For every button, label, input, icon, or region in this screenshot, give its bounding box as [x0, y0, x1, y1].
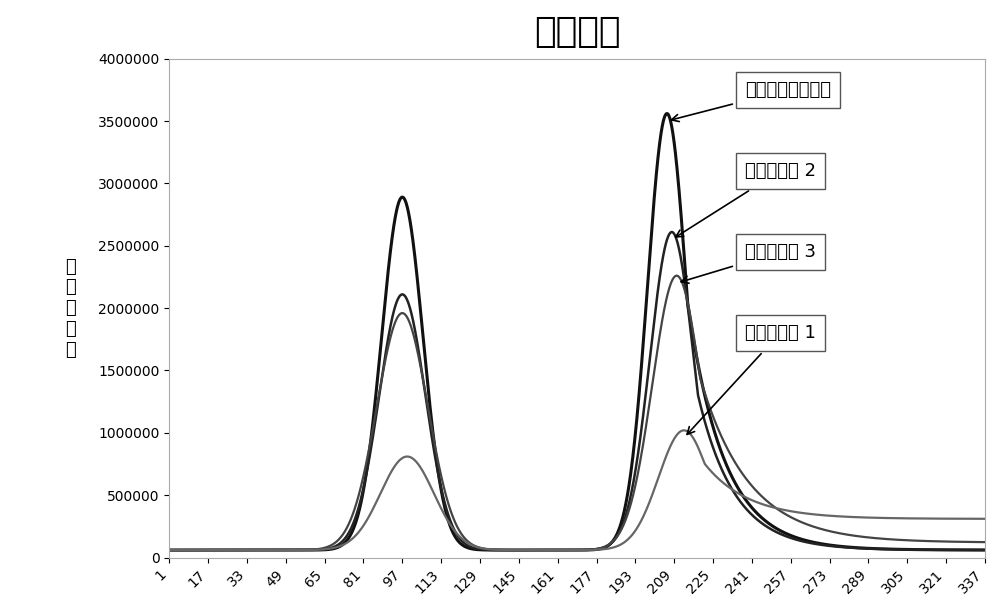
其它保存液 2	[256, 546, 268, 554]
本发明专利保存液	[476, 546, 488, 554]
其它保存液 2	[963, 546, 975, 554]
其它保存液 2	[979, 546, 991, 554]
其它保存液 3	[163, 546, 175, 554]
其它保存液 1	[875, 514, 887, 522]
Text: 其它保存液 2: 其它保存液 2	[676, 162, 816, 237]
本发明专利保存液	[875, 545, 887, 552]
其它保存液 1	[678, 426, 690, 434]
其它保存液 1	[476, 544, 488, 552]
其它保存液 1	[256, 546, 268, 554]
本发明专利保存液	[979, 546, 991, 554]
其它保存液 3	[305, 546, 317, 554]
其它保存液 1	[979, 515, 991, 522]
其它保存液 1	[511, 546, 523, 554]
本发明专利保存液	[511, 546, 523, 554]
其它保存液 1	[163, 546, 175, 554]
其它保存液 3	[671, 272, 683, 279]
其它保存液 2	[476, 546, 488, 553]
Line: 其它保存液 2: 其它保存液 2	[169, 232, 985, 550]
Line: 其它保存液 1: 其它保存液 1	[169, 430, 985, 550]
Line: 其它保存液 3: 其它保存液 3	[169, 276, 985, 550]
其它保存液 2	[511, 546, 523, 554]
其它保存液 3	[256, 546, 268, 554]
其它保存液 2	[875, 546, 887, 553]
Text: 其它保存液 3: 其它保存液 3	[681, 243, 816, 284]
其它保存液 3	[979, 538, 991, 546]
Text: 本发明专利保存液: 本发明专利保存液	[671, 81, 831, 122]
其它保存液 3	[476, 544, 488, 552]
其它保存液 2	[305, 546, 317, 554]
本发明专利保存液	[661, 110, 673, 117]
其它保存液 3	[511, 546, 523, 554]
其它保存液 1	[305, 546, 317, 554]
Y-axis label: 荧
光
信
号
值: 荧 光 信 号 值	[65, 257, 76, 359]
其它保存液 3	[963, 538, 975, 546]
本发明专利保存液	[256, 546, 268, 554]
本发明专利保存液	[163, 546, 175, 554]
其它保存液 3	[875, 535, 887, 543]
本发明专利保存液	[963, 546, 975, 554]
其它保存液 2	[163, 546, 175, 554]
本发明专利保存液	[305, 546, 317, 554]
其它保存液 2	[666, 229, 678, 236]
其它保存液 1	[963, 515, 975, 522]
Line: 本发明专利保存液: 本发明专利保存液	[169, 114, 985, 550]
Text: 其它保存液 1: 其它保存液 1	[687, 324, 816, 434]
Title: 保存当天: 保存当天	[534, 15, 620, 49]
